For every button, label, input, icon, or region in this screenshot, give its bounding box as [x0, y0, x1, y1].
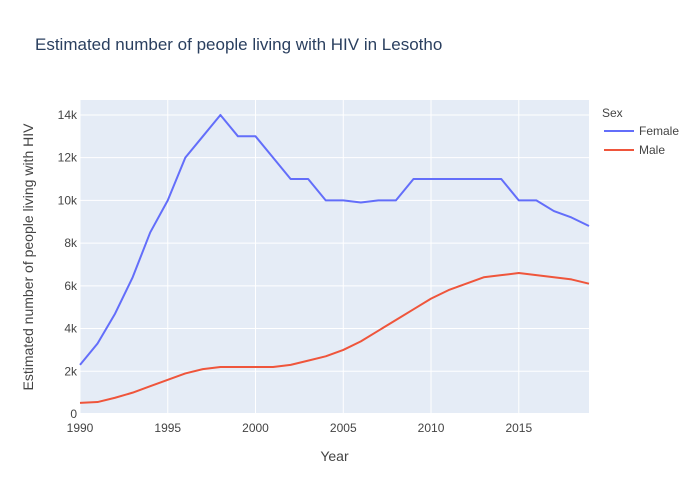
legend-label: Female — [639, 124, 679, 138]
gridlines — [79, 100, 589, 415]
legend-title: Sex — [602, 106, 623, 120]
series-line-male[interactable] — [79, 272, 590, 404]
chart-title: Estimated number of people living with H… — [35, 35, 442, 54]
x-tick-label: 1990 — [67, 421, 94, 435]
x-tick-label: 2005 — [330, 421, 357, 435]
y-tick-label: 0 — [70, 407, 77, 421]
y-tick-label: 6k — [64, 279, 78, 293]
legend-item-male[interactable]: Male — [604, 143, 665, 157]
legend-item-female[interactable]: Female — [604, 124, 679, 138]
y-tick-label: 14k — [58, 108, 78, 122]
series-layer — [79, 113, 590, 404]
y-tick-label: 2k — [64, 364, 78, 378]
x-axis-label: Year — [320, 448, 349, 464]
y-tick-label: 4k — [64, 322, 78, 336]
y-tick-label: 12k — [58, 151, 78, 165]
x-tick-label: 2015 — [505, 421, 532, 435]
plot-area[interactable] — [80, 100, 589, 414]
y-axis-ticks: 0 2k 4k 6k 8k 10k 12k 14k — [58, 108, 78, 421]
x-tick-label: 1995 — [154, 421, 181, 435]
x-tick-label: 2010 — [418, 421, 445, 435]
x-axis-ticks: 1990 1995 2000 2005 2010 2015 — [67, 421, 533, 435]
legend: Sex Female Male — [602, 106, 679, 157]
y-tick-label: 8k — [64, 236, 78, 250]
legend-label: Male — [639, 143, 665, 157]
y-axis-label: Estimated number of people living with H… — [20, 123, 36, 391]
x-tick-label: 2000 — [242, 421, 269, 435]
series-line-female[interactable] — [79, 113, 590, 366]
y-tick-label: 10k — [58, 193, 78, 207]
